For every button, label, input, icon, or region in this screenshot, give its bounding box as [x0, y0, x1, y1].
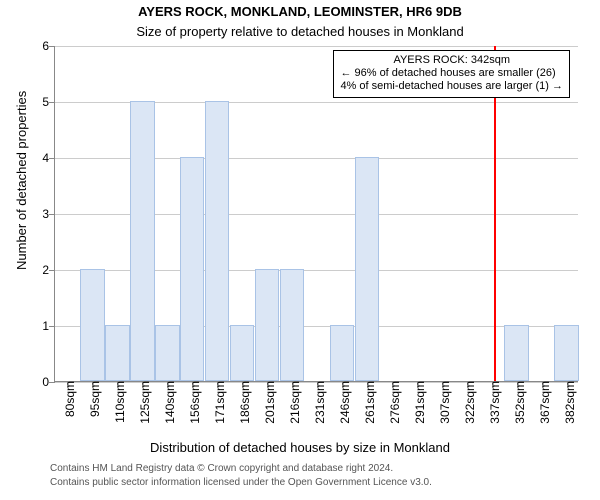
main-title: AYERS ROCK, MONKLAND, LEOMINSTER, HR6 9D…: [0, 4, 600, 19]
y-tick-label: 5: [42, 95, 55, 109]
x-tick-label: 322sqm: [457, 381, 477, 424]
footer-line-2: Contains public sector information licen…: [50, 477, 432, 488]
annotation-line-1: ← 96% of detached houses are smaller (26…: [340, 67, 563, 80]
gridline: [55, 46, 578, 47]
y-tick-label: 4: [42, 151, 55, 165]
y-tick-label: 6: [42, 39, 55, 53]
x-tick-label: 231sqm: [307, 381, 327, 424]
bar: [80, 269, 104, 381]
annotation-box: AYERS ROCK: 342sqm← 96% of detached hous…: [333, 50, 570, 98]
x-tick-label: 307sqm: [432, 381, 452, 424]
x-tick-label: 156sqm: [182, 381, 202, 424]
x-tick-label: 337sqm: [482, 381, 502, 424]
bar: [355, 157, 379, 381]
x-tick-label: 201sqm: [257, 381, 277, 424]
x-tick-label: 352sqm: [507, 381, 527, 424]
bar: [504, 325, 528, 381]
x-tick-label: 186sqm: [232, 381, 252, 424]
bar: [255, 269, 279, 381]
bar: [180, 157, 204, 381]
x-tick-label: 216sqm: [282, 381, 302, 424]
x-tick-label: 80sqm: [57, 381, 77, 417]
x-tick-label: 261sqm: [357, 381, 377, 424]
bar: [205, 101, 229, 381]
x-tick-label: 171sqm: [207, 381, 227, 424]
x-tick-label: 276sqm: [382, 381, 402, 424]
bar: [155, 325, 179, 381]
x-tick-label: 246sqm: [332, 381, 352, 424]
footer-line-1: Contains HM Land Registry data © Crown c…: [50, 463, 393, 474]
bar: [330, 325, 354, 381]
x-tick-label: 291sqm: [407, 381, 427, 424]
x-tick-label: 140sqm: [157, 381, 177, 424]
bar: [554, 325, 578, 381]
y-tick-label: 3: [42, 207, 55, 221]
bar: [230, 325, 254, 381]
x-tick-label: 95sqm: [82, 381, 102, 417]
y-tick-label: 0: [42, 375, 55, 389]
chart-container: AYERS ROCK, MONKLAND, LEOMINSTER, HR6 9D…: [0, 0, 600, 500]
bar: [130, 101, 154, 381]
bar: [105, 325, 129, 381]
x-tick-label: 367sqm: [532, 381, 552, 424]
x-tick-label: 382sqm: [557, 381, 577, 424]
y-axis-label: Number of detached properties: [14, 91, 29, 270]
annotation-title: AYERS ROCK: 342sqm: [340, 54, 563, 67]
bar: [280, 269, 304, 381]
y-tick-label: 2: [42, 263, 55, 277]
x-tick-label: 110sqm: [107, 381, 127, 423]
chart-area: 012345680sqm95sqm110sqm125sqm140sqm156sq…: [54, 46, 578, 382]
annotation-line-2: 4% of semi-detached houses are larger (1…: [340, 80, 563, 93]
x-axis-label: Distribution of detached houses by size …: [0, 440, 600, 455]
sub-title: Size of property relative to detached ho…: [0, 24, 600, 39]
x-tick-label: 125sqm: [132, 381, 152, 424]
y-tick-label: 1: [42, 319, 55, 333]
